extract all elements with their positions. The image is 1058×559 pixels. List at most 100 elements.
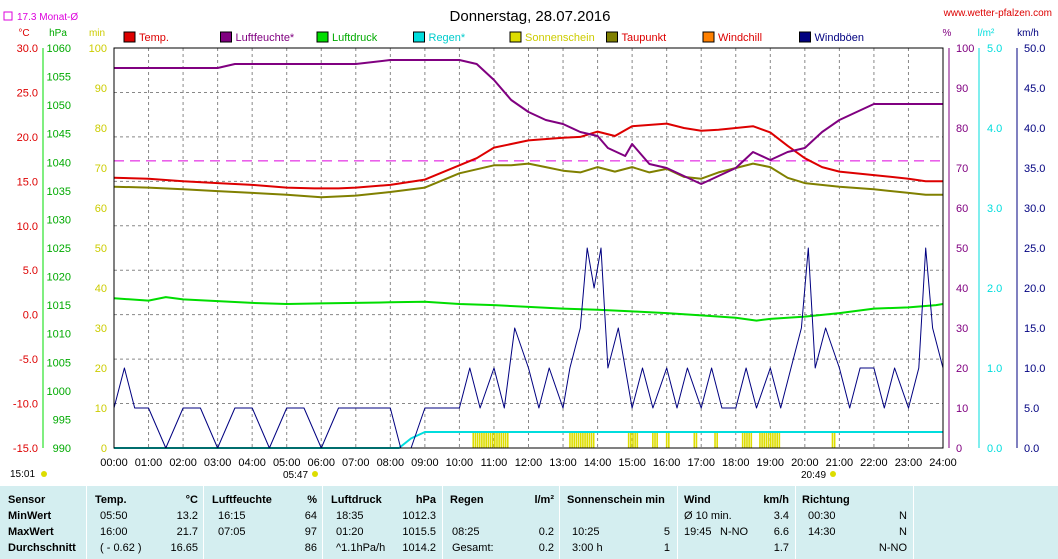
axis-unit-pressure: hPa (49, 28, 67, 39)
axis-tick-label-rain: 3.0 (987, 203, 1002, 215)
series-line-luftdruck (113, 296, 944, 322)
axis-tick-label-rain: 0.0 (987, 443, 1002, 455)
axis-tick-label-minutes: 80 (95, 123, 107, 135)
axis-tick-label-percent: 70 (956, 163, 968, 175)
temp-time: ( - 0.62 ) (100, 542, 142, 554)
header-temp: Temp. (95, 494, 127, 506)
axis-tick-label-rain: 4.0 (987, 123, 1002, 135)
axis-tick-label-pressure: 1035 (47, 186, 71, 198)
axis-tick-label-minutes: 60 (95, 203, 107, 215)
axis-tick-label-pressure: 1015 (47, 300, 71, 312)
axis-tick-label-percent: 60 (956, 203, 968, 215)
axis-tick-label-wind: 40.0 (1024, 123, 1045, 135)
axis-tick-label-temp: -10.0 (13, 399, 38, 411)
axis-tick-label-wind: 0.0 (1024, 443, 1039, 455)
sunset-label: 20:49 (801, 470, 826, 481)
header-humidity-unit: % (307, 494, 317, 506)
wind-value: 3.4 (773, 510, 789, 522)
axis-tick-label-wind: 45.0 (1024, 83, 1045, 95)
temp-time: 16:00 (100, 526, 128, 538)
x-tick-label: 11:00 (481, 457, 508, 469)
direction-time: 14:30 (808, 526, 836, 538)
axis-tick-label-wind: 25.0 (1024, 243, 1045, 255)
axis-unit-wind: km/h (1017, 28, 1039, 39)
legend-swatch (799, 31, 811, 43)
axis-tick-label-pressure: 1010 (47, 329, 71, 341)
axis-tick-label-pressure: 1030 (47, 214, 71, 226)
axis-tick-label-percent: 20 (956, 363, 968, 375)
x-tick-label: 24:00 (929, 457, 957, 469)
axis-tick-label-minutes: 10 (95, 403, 107, 415)
temp-time: 05:50 (100, 510, 128, 522)
rain-time: Gesamt: (452, 542, 494, 554)
wind-time: Ø 10 min. (684, 510, 732, 522)
series-line-luftfeuchte (114, 59, 943, 185)
statistics-table: Sensor Temp. °C Luftfeuchte% Luftdruck hPa Reg… (0, 486, 1058, 559)
axis-tick-label-wind: 35.0 (1024, 163, 1045, 175)
legend-label: Luftdruck (332, 32, 378, 44)
axis-tick-label-rain: 1.0 (987, 363, 1002, 375)
axis-tick-label-percent: 10 (956, 403, 968, 415)
sunshine-time: 3:00 h (572, 542, 603, 554)
x-tick-label: 20:00 (791, 457, 819, 469)
sunshine-value: 1 (663, 542, 670, 554)
x-tick-label: 15:00 (618, 457, 646, 469)
header-humidity: Luftfeuchte (212, 494, 272, 506)
direction-value: N (899, 526, 907, 538)
header-rain-unit: l/m² (534, 494, 554, 506)
temp-value: 16.65 (170, 542, 198, 554)
sunshine-time: 10:25 (572, 526, 600, 538)
pressure-time: ^1.1hPa/h (336, 542, 386, 554)
legend-swatch (123, 31, 136, 43)
legend-label: Regen* (429, 32, 466, 44)
x-tick-label: 04:00 (238, 457, 266, 469)
axis-tick-label-percent: 0 (956, 443, 962, 455)
legend-label: Luftfeuchte* (236, 32, 295, 44)
axis-tick-label-pressure: 1050 (47, 100, 71, 112)
direction-time: 00:30 (808, 510, 836, 522)
series-line-taupunkt (113, 162, 943, 199)
table-column-divider (795, 486, 796, 559)
x-tick-label: 02:00 (169, 457, 197, 469)
table-column-divider (677, 486, 678, 559)
sunrise-label: 05:47 (283, 470, 308, 481)
wind-direction: N-NO (720, 526, 749, 538)
legend-swatch (509, 31, 522, 43)
direction-value: N-NO (878, 542, 907, 554)
row-label: Durchschnitt (8, 542, 76, 554)
legend-swatch (316, 31, 329, 43)
axis-tick-label-minutes: 100 (89, 43, 107, 55)
temp-value: 13.2 (176, 510, 198, 522)
axis-tick-label-temp: 5.0 (23, 265, 38, 277)
header-wind-unit: km/h (763, 494, 789, 506)
wind-time: 19:45 (684, 526, 712, 538)
axis-tick-label-minutes: 70 (95, 163, 107, 175)
legend-swatch (220, 31, 232, 43)
legend-swatch (606, 31, 618, 43)
axis-tick-label-temp: 0.0 (23, 310, 38, 322)
pressure-value: 1015.5 (402, 526, 436, 538)
humidity-value: 64 (304, 510, 317, 522)
series-line-windben (113, 247, 944, 449)
x-tick-label: 18:00 (722, 457, 750, 469)
axis-tick-label-percent: 40 (956, 283, 968, 295)
header-rain: Regen (450, 494, 484, 506)
axis-tick-label-wind: 10.0 (1024, 363, 1045, 375)
humidity-value: 86 (304, 542, 317, 554)
axis-tick-label-percent: 30 (956, 323, 968, 335)
x-tick-label: 17:00 (687, 457, 715, 469)
sunset-icon (830, 471, 836, 477)
axis-tick-label-pressure: 995 (53, 414, 71, 426)
axes: 30.0 25.0 20.0 15.0 10.0 5.0 0.0 -5.0 -10.0 -15.0… (13, 28, 1046, 469)
legend-swatch (702, 31, 715, 43)
axis-unit-temp: °C (18, 28, 29, 39)
row-label: MinWert (8, 510, 52, 522)
header-sunshine: Sonnenschein min (567, 494, 665, 506)
legend-label: Sonnenschein (525, 32, 595, 44)
x-tick-label: 22:00 (860, 457, 888, 469)
x-tick-label: 06:00 (307, 457, 335, 469)
humidity-time: 07:05 (218, 526, 246, 538)
rain-value: 0.2 (538, 526, 554, 538)
weather-chart: 30.0 25.0 20.0 15.0 10.0 5.0 0.0 -5.0 -10.0 -15.0… (3, 8, 1052, 481)
legend: Temp. Luftfeuchte* Luftdruck Regen* Sonnensc… (123, 31, 864, 44)
